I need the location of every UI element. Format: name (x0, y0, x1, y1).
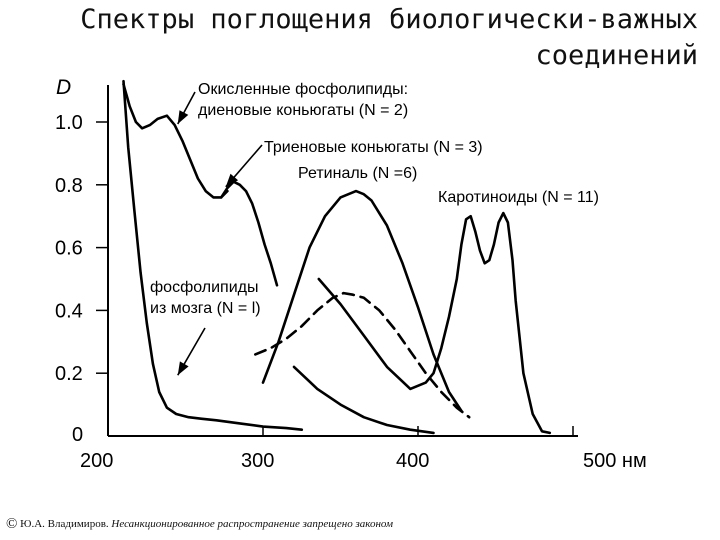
y-axis-label: D (56, 76, 71, 99)
series-line-5 (319, 213, 550, 433)
annotation-0-line-1: диеновые коньюгаты (N = 2) (198, 102, 408, 119)
footer-note: Несанкционированное распространение запр… (111, 518, 393, 530)
annotation-arrowhead-4 (178, 361, 189, 375)
series-line-2 (124, 81, 302, 430)
annotation-arrowhead-0 (178, 110, 189, 124)
chart-axes: D 0 0.2 0.4 0.6 0.8 1.0 200 300 400 500 нм (55, 76, 647, 472)
annotation-4-line-0: фосфолипиды (150, 279, 258, 296)
y-tick-label-4: 0.8 (55, 175, 83, 197)
chart-curves (124, 81, 550, 433)
y-tick-label-0: 0 (72, 424, 83, 446)
x-tick-label-0: 200 (80, 450, 113, 472)
annotation-4-line-1: из мозга (N = l) (150, 300, 261, 317)
y-tick-label-1: 0.2 (55, 363, 83, 385)
annotation-1-line-0: Триеновые коньюгаты (N = 3) (264, 139, 483, 156)
chart-annotations: Окисленные фосфолипиды: диеновые коньюгат… (150, 81, 599, 375)
series-line-3 (263, 191, 461, 411)
annotation-3-line-0: Каротиноиды (N = 11) (438, 189, 599, 206)
y-tick-label-2: 0.4 (55, 300, 83, 322)
y-tick-label-5: 1.0 (55, 112, 83, 134)
y-tick-label-3: 0.6 (55, 238, 83, 260)
footer-author: Ю.А. Владимиров. (20, 518, 108, 530)
annotation-0-line-0: Окисленные фосфолипиды: (198, 81, 408, 98)
x-tick-label-3: 500 нм (583, 450, 647, 472)
footer-copyright: © (6, 516, 17, 532)
series-line-1 (221, 182, 277, 286)
x-tick-label-2: 400 (396, 450, 429, 472)
x-tick-label-1: 300 (241, 450, 274, 472)
annotation-2-line-0: Ретиналь (N =6) (298, 165, 417, 182)
series-line-6 (294, 367, 434, 433)
footer: © Ю.А. Владимиров. Несанкционированное р… (6, 516, 393, 533)
